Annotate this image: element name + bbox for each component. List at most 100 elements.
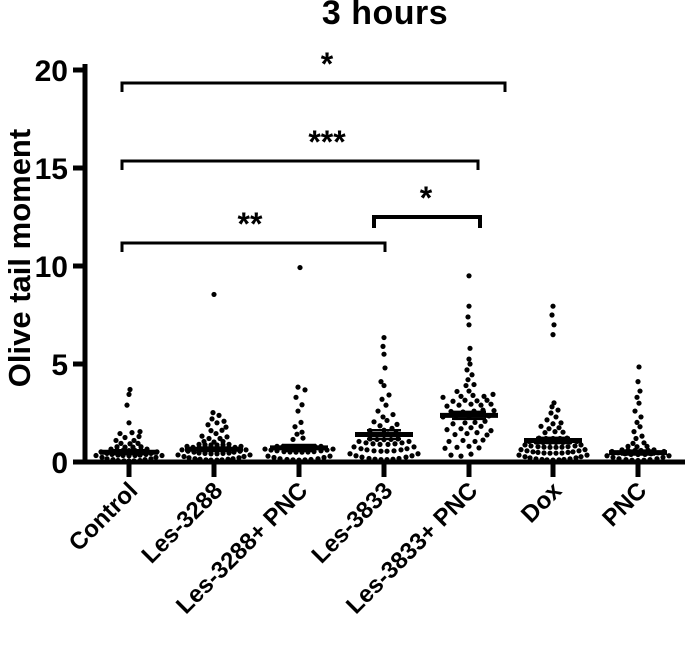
- data-point: [378, 448, 384, 454]
- data-point: [302, 387, 308, 393]
- data-point: [478, 423, 484, 429]
- data-point: [223, 424, 229, 430]
- data-point: [578, 442, 584, 448]
- data-point: [629, 457, 635, 463]
- data-point: [201, 438, 207, 445]
- y-tick-label: 15: [35, 153, 68, 186]
- data-point: [631, 429, 637, 435]
- data-point: [466, 303, 472, 309]
- data-point: [409, 453, 415, 459]
- data-point: [458, 393, 464, 399]
- data-point: [290, 457, 296, 463]
- data-point: [380, 414, 386, 420]
- data-point: [381, 382, 387, 389]
- data-point: [634, 444, 640, 450]
- data-point: [351, 444, 357, 450]
- data-point: [468, 425, 474, 431]
- data-point: [262, 446, 268, 452]
- data-point: [131, 458, 137, 464]
- data-point: [241, 453, 247, 460]
- data-point: [550, 457, 556, 463]
- data-point: [404, 446, 410, 452]
- data-point: [472, 438, 478, 445]
- data-point: [578, 454, 584, 460]
- data-point: [565, 449, 571, 455]
- data-point: [450, 398, 456, 404]
- data-point: [210, 410, 216, 416]
- data-point: [530, 449, 536, 455]
- data-point: [378, 457, 384, 463]
- data-point: [553, 450, 559, 456]
- data-point: [440, 394, 446, 400]
- data-point: [142, 457, 148, 463]
- data-point: [381, 351, 387, 357]
- data-point: [547, 450, 553, 456]
- sig-bracket: [372, 215, 482, 228]
- data-point: [137, 429, 143, 435]
- data-point: [378, 379, 384, 385]
- sig-label: **: [238, 206, 263, 242]
- data-point: [122, 434, 128, 441]
- data-point: [548, 410, 554, 416]
- data-point: [196, 441, 202, 447]
- y-tick-label: 0: [51, 447, 68, 480]
- data-point: [552, 429, 558, 435]
- data-point: [560, 429, 566, 435]
- data-point: [192, 456, 198, 462]
- data-point: [550, 332, 556, 338]
- data-point: [465, 377, 471, 383]
- data-point: [379, 396, 385, 402]
- data-point: [463, 382, 469, 389]
- data-point: [375, 408, 381, 414]
- data-point: [294, 431, 300, 437]
- data-point: [179, 447, 185, 453]
- data-point: [295, 408, 301, 414]
- data-point: [466, 273, 472, 279]
- data-point: [296, 457, 302, 463]
- data-point: [406, 438, 412, 445]
- category-label: PNC: [597, 477, 652, 532]
- data-point: [383, 402, 389, 408]
- data-point: [363, 440, 369, 446]
- data-point: [518, 447, 524, 453]
- data-point: [582, 447, 588, 453]
- data-point: [214, 420, 220, 426]
- data-point: [226, 441, 232, 447]
- data-point: [315, 456, 321, 462]
- data-point: [217, 435, 223, 442]
- data-point: [474, 430, 480, 436]
- data-point: [553, 444, 559, 450]
- data-point: [556, 457, 562, 463]
- data-point: [148, 456, 154, 462]
- data-point: [380, 343, 386, 349]
- data-point: [265, 453, 271, 459]
- data-point: [219, 457, 225, 463]
- category-label: Les-3833: [306, 477, 398, 569]
- data-point: [541, 450, 547, 456]
- data-point: [604, 453, 610, 459]
- data-point: [634, 419, 640, 426]
- data-point: [458, 426, 464, 432]
- data-point: [641, 440, 647, 446]
- data-point: [290, 436, 296, 443]
- data-point: [216, 412, 222, 418]
- data-point: [561, 456, 567, 463]
- sig-label: *: [420, 180, 433, 216]
- data-point: [442, 445, 448, 451]
- data-point: [358, 446, 364, 452]
- data-point: [472, 419, 478, 426]
- data-point: [392, 441, 398, 447]
- data-point: [138, 444, 144, 450]
- data-point: [411, 444, 417, 450]
- sig-bracket: [120, 81, 507, 92]
- data-point: [308, 456, 314, 463]
- data-point: [465, 314, 471, 320]
- data-point: [633, 435, 639, 442]
- data-point: [559, 450, 565, 456]
- chart-title: 3 hours: [321, 0, 449, 32]
- data-point: [122, 444, 128, 450]
- data-point: [382, 365, 388, 371]
- data-point: [641, 457, 647, 463]
- data-point: [448, 452, 454, 458]
- data-point: [470, 392, 476, 398]
